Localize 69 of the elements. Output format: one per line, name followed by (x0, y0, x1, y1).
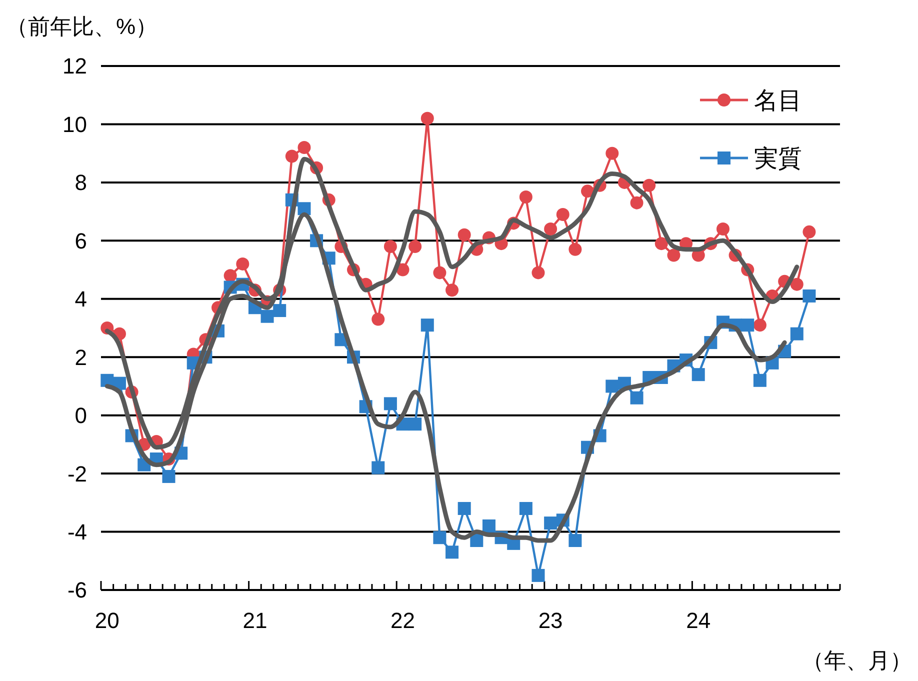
point (470, 534, 484, 548)
point (236, 257, 250, 270)
point (790, 327, 804, 340)
point (753, 318, 766, 332)
y-tick-label: 10 (62, 112, 87, 137)
point (802, 225, 816, 238)
y-tick-label: -2 (67, 461, 87, 486)
point (224, 269, 237, 282)
point (285, 150, 298, 163)
point (273, 304, 286, 318)
point (408, 418, 422, 431)
point (654, 237, 668, 250)
x-tick-label: 23 (538, 608, 563, 633)
point (458, 502, 471, 515)
point (692, 368, 705, 382)
point (642, 178, 656, 192)
point (802, 289, 816, 302)
y-tick-label: -6 (67, 578, 87, 603)
point (458, 228, 471, 242)
point (568, 534, 582, 548)
point (420, 112, 434, 125)
point (519, 190, 532, 204)
point (384, 397, 397, 410)
y-tick-label: 2 (74, 344, 87, 370)
point (606, 380, 619, 393)
x-axis-title: （年、月） (802, 648, 912, 673)
point (581, 184, 594, 198)
point (384, 240, 397, 253)
point (556, 208, 570, 221)
x-tick-label: 24 (686, 608, 711, 633)
point (372, 461, 385, 474)
x-tick-label: 20 (94, 608, 120, 633)
point (420, 318, 434, 332)
point (544, 516, 558, 530)
point (753, 374, 766, 387)
point (433, 531, 446, 544)
point (162, 470, 176, 483)
point (519, 502, 532, 515)
point (532, 568, 545, 582)
point (433, 266, 446, 280)
legend-label: 実質 (754, 145, 802, 172)
point (482, 519, 496, 532)
y-tick-label: 4 (74, 286, 87, 312)
point (568, 242, 582, 256)
y-tick-label: 6 (74, 228, 87, 254)
point (716, 222, 730, 236)
point (544, 222, 558, 236)
x-tick-label: 22 (390, 608, 415, 633)
y-tick-label: 8 (74, 170, 87, 196)
point (667, 248, 680, 262)
point (741, 318, 754, 332)
point (790, 278, 804, 291)
x-tick-label: 21 (242, 608, 268, 633)
point (298, 141, 311, 154)
y-tick-label: 12 (62, 54, 87, 79)
point (630, 196, 644, 210)
point (606, 146, 619, 160)
point (260, 310, 274, 323)
y-axis-title: （前年比、%） (6, 14, 158, 39)
point (532, 266, 545, 280)
point (408, 240, 422, 253)
point (446, 284, 459, 297)
point (396, 263, 410, 276)
y-tick-label: 0 (74, 403, 87, 428)
y-tick-label: -4 (67, 519, 87, 544)
point (446, 546, 459, 559)
point (372, 312, 385, 326)
point (630, 391, 644, 404)
legend-label: 名目 (754, 87, 802, 114)
